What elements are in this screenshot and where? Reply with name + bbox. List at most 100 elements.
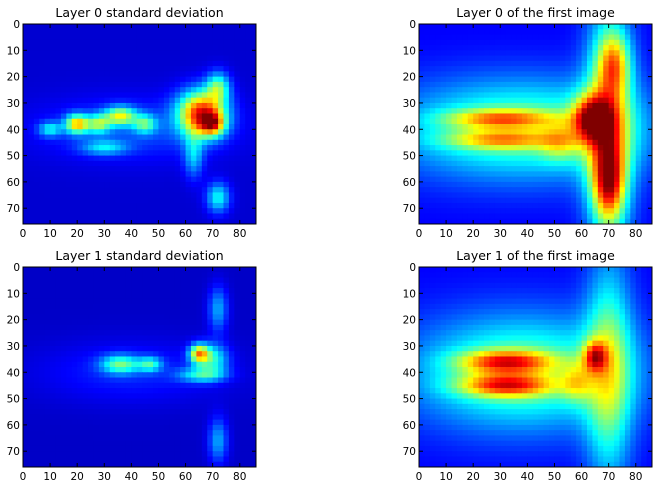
heatmap-cell <box>77 372 84 379</box>
heatmap-cell <box>586 108 593 115</box>
heatmap-cell <box>446 208 453 215</box>
heatmap-cell <box>250 160 256 167</box>
heatmap-cell <box>39 456 46 463</box>
heatmap-cell <box>50 298 57 305</box>
heatmap-cell <box>207 372 214 379</box>
heatmap-cell <box>153 314 160 321</box>
heatmap-cell <box>104 309 111 315</box>
heatmap-cell <box>39 361 46 368</box>
heatmap-cell <box>136 319 143 326</box>
heatmap-cell <box>218 97 225 104</box>
heatmap-cell <box>158 202 165 209</box>
heatmap-cell <box>28 171 35 178</box>
heatmap-cell <box>234 218 241 224</box>
heatmap-cell <box>527 92 534 99</box>
heatmap-cell <box>153 330 160 337</box>
heatmap-cell <box>419 166 426 172</box>
heatmap-cell <box>228 403 235 410</box>
heatmap-cell <box>28 351 35 358</box>
heatmap-cell <box>228 124 235 130</box>
heatmap-cell <box>190 134 197 141</box>
heatmap-cell <box>82 29 89 36</box>
heatmap-cell <box>120 160 127 167</box>
heatmap-cell <box>109 34 116 41</box>
heatmap-cell <box>641 202 648 209</box>
heatmap-cell <box>77 45 84 51</box>
heatmap-cell <box>201 388 208 394</box>
heatmap-cell <box>28 134 35 141</box>
heatmap-cell <box>532 124 539 130</box>
heatmap-cell <box>185 113 192 120</box>
heatmap-cell <box>120 351 127 358</box>
heatmap-cell <box>44 288 51 294</box>
heatmap-cell <box>484 34 491 41</box>
heatmap-cell <box>641 213 648 220</box>
heatmap-cell <box>435 76 442 83</box>
heatmap-cell <box>190 150 197 157</box>
heatmap-cell <box>196 303 203 310</box>
heatmap-cell <box>456 97 463 104</box>
heatmap-cell <box>446 29 453 36</box>
heatmap-cell <box>419 76 426 83</box>
heatmap-cell <box>180 314 187 321</box>
heatmap-cell <box>218 24 225 30</box>
heatmap-cell <box>196 145 203 151</box>
heatmap-cell <box>218 55 225 62</box>
heatmap-cell <box>147 92 154 99</box>
heatmap-cell <box>207 282 214 289</box>
heatmap-cell <box>597 192 604 199</box>
heatmap-cell <box>33 419 40 426</box>
heatmap-cell <box>109 202 116 209</box>
heatmap-cell <box>516 118 523 125</box>
heatmap-cell <box>115 288 122 294</box>
heatmap-cell <box>630 92 637 99</box>
heatmap-cell <box>158 293 165 300</box>
heatmap-cell <box>218 213 225 220</box>
heatmap-cell <box>456 218 463 224</box>
heatmap-cell <box>570 129 577 136</box>
heatmap-cell <box>28 335 35 342</box>
heatmap-cell <box>218 66 225 72</box>
heatmap-cell <box>223 440 230 447</box>
heatmap-cell <box>104 314 111 321</box>
heatmap-cell <box>93 403 100 410</box>
heatmap-cell <box>239 430 246 437</box>
heatmap-cell <box>505 208 512 215</box>
heatmap-cell <box>174 319 181 326</box>
heatmap-cell <box>180 345 187 352</box>
heatmap-cell <box>462 60 469 67</box>
heatmap-cell <box>597 87 604 94</box>
heatmap-cell <box>60 129 67 136</box>
heatmap-cell <box>104 97 111 104</box>
heatmap-cell <box>142 382 149 389</box>
heatmap-cell <box>98 445 105 452</box>
heatmap-cell <box>245 187 252 194</box>
heatmap-cell <box>131 34 138 41</box>
heatmap-cell <box>185 393 192 400</box>
heatmap-cell <box>521 155 528 162</box>
heatmap-cell <box>174 181 181 188</box>
heatmap-cell <box>120 81 127 88</box>
heatmap-cell <box>419 39 426 46</box>
heatmap-cell <box>23 298 30 305</box>
heatmap-cell <box>435 124 442 130</box>
heatmap-cell <box>104 39 111 46</box>
heatmap-cell <box>185 451 192 458</box>
heatmap-cell <box>55 213 62 220</box>
heatmap-cell <box>527 108 534 115</box>
heatmap-cell <box>158 29 165 36</box>
heatmap-cell <box>185 24 192 30</box>
heatmap-cell <box>196 293 203 300</box>
heatmap-cell <box>646 102 652 109</box>
heatmap-cell <box>641 34 648 41</box>
heatmap-cell <box>419 24 426 30</box>
y-tick-label: 60 <box>7 177 20 189</box>
heatmap-cell <box>521 181 528 188</box>
heatmap-cell <box>527 202 534 209</box>
heatmap-cell <box>624 24 631 30</box>
heatmap-cell <box>55 340 62 347</box>
heatmap-cell <box>158 192 165 199</box>
heatmap-cell <box>55 71 62 78</box>
heatmap-cell <box>44 50 51 57</box>
heatmap-cell <box>77 113 84 120</box>
